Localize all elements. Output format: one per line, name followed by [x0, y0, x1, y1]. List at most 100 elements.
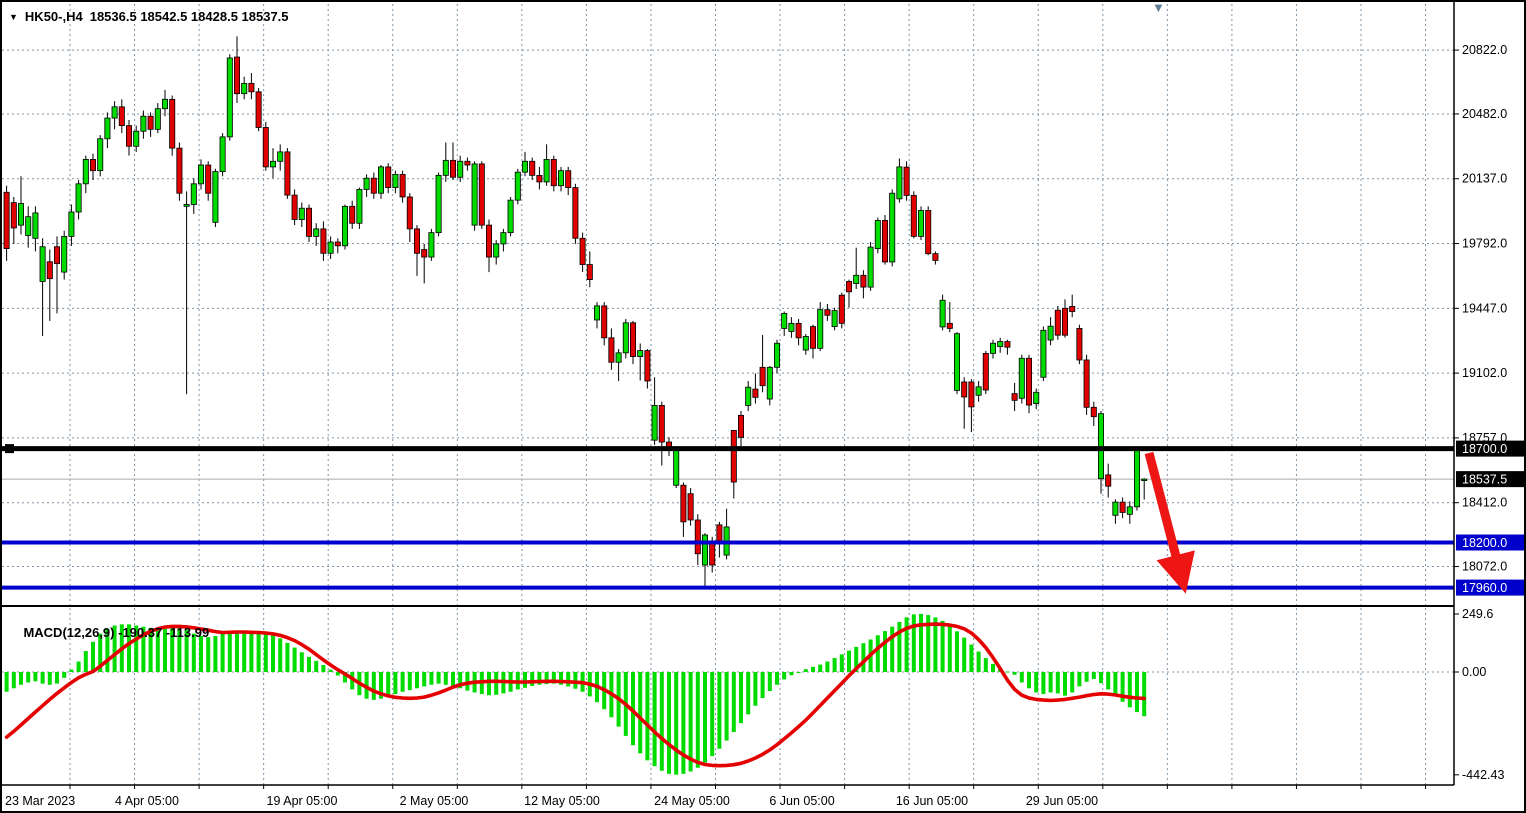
macd-histogram-bar — [897, 622, 902, 672]
macd-histogram-bar — [544, 672, 549, 685]
price-level-badge: 18200.0 — [1462, 536, 1507, 550]
candle-body — [1076, 328, 1083, 361]
current-price-badge-bg — [1456, 471, 1524, 488]
candle-body — [738, 414, 745, 438]
candle-body — [25, 216, 32, 236]
macd-histogram-bar — [443, 672, 448, 685]
candle-body — [392, 174, 399, 188]
macd-histogram-bar — [1048, 672, 1053, 693]
macd-histogram-bar — [127, 624, 131, 672]
candle-body — [673, 448, 680, 486]
price-level-badge: 17960.0 — [1462, 581, 1507, 595]
macd-histogram-bar — [1077, 672, 1082, 687]
macd-histogram-bar — [163, 629, 167, 672]
macd-histogram-bar — [933, 617, 938, 672]
candle-body — [507, 199, 514, 234]
price-level-badge: 18700.0 — [1462, 442, 1507, 456]
candle-body — [853, 274, 860, 284]
symbol-dropdown-icon[interactable]: ▼ — [9, 12, 18, 22]
macd-histogram-bar — [883, 631, 887, 672]
candle-body — [442, 159, 449, 176]
candle-body — [745, 386, 752, 406]
macd-histogram-bar — [1055, 672, 1060, 694]
macd-histogram-bar — [969, 644, 974, 672]
macd-histogram-bar — [551, 672, 556, 684]
macd-histogram-bar — [91, 641, 95, 672]
candle-body — [644, 350, 651, 382]
macd-histogram-bar — [263, 633, 268, 672]
candle-body — [291, 194, 298, 220]
time-axis-label: 24 May 05:00 — [654, 794, 730, 808]
macd-histogram-bar — [26, 672, 31, 683]
line-drag-handle[interactable] — [5, 444, 14, 454]
macd-histogram-bar — [328, 669, 333, 672]
macd-histogram-bar — [69, 669, 74, 672]
chart-shift-marker-icon[interactable]: ▼ — [1152, 0, 1165, 15]
candle-body — [269, 160, 276, 168]
macd-histogram-bar — [1084, 672, 1089, 682]
candle-body — [867, 246, 874, 288]
macd-histogram-bar — [314, 660, 319, 672]
candle-body — [1040, 329, 1047, 378]
candle-body — [413, 228, 420, 254]
macd-histogram-bar — [249, 631, 254, 672]
macd-axis-label: 0.00 — [1462, 665, 1486, 679]
candle-body — [939, 299, 946, 328]
macd-histogram-bar — [76, 661, 81, 672]
candle-body — [118, 106, 125, 126]
macd-histogram-bar — [1120, 672, 1125, 702]
price-axis-label: 20137.0 — [1462, 172, 1507, 186]
candle-body — [1083, 359, 1090, 408]
candle-body — [205, 164, 212, 194]
candle-body — [457, 160, 464, 178]
quote-ohlc-values: 18536.5 18542.5 18428.5 18537.5 — [89, 9, 289, 24]
candle-body — [572, 187, 579, 239]
trend-arrow[interactable] — [1144, 451, 1195, 594]
candle-body — [1018, 357, 1025, 399]
candle-body — [54, 246, 61, 265]
macd-values: -190.37 -113.99 — [118, 625, 210, 640]
macd-histogram-bar — [494, 672, 499, 695]
candle-body — [161, 98, 168, 110]
candle-body — [183, 204, 190, 207]
macd-histogram-bar — [40, 672, 45, 684]
macd-histogram-bar — [1005, 671, 1010, 673]
macd-histogram-bar — [674, 672, 679, 775]
candle-body — [997, 341, 1004, 348]
time-axis-label: 16 Jun 05:00 — [896, 794, 968, 808]
macd-histogram-bar — [19, 672, 23, 685]
macd-histogram-bar — [659, 672, 664, 771]
macd-histogram-bar — [645, 672, 650, 761]
macd-histogram-bar — [148, 627, 153, 672]
candle-body — [219, 136, 226, 173]
candle-body — [197, 164, 204, 185]
macd-histogram-bar — [350, 672, 355, 690]
candle-body — [558, 170, 565, 187]
candle-body — [1134, 450, 1141, 508]
time-axis-label: 4 Apr 05:00 — [115, 794, 179, 808]
candle-body — [1105, 474, 1112, 487]
candle-body — [277, 151, 284, 162]
candle-body — [1054, 309, 1061, 336]
candle-body — [140, 115, 147, 132]
macd-histogram-bar — [407, 672, 412, 691]
candle-body — [313, 228, 320, 237]
candle-body — [1026, 357, 1033, 406]
candle-body — [126, 125, 133, 147]
candle-body — [341, 205, 348, 247]
macd-histogram-bar — [1127, 672, 1132, 708]
candle-body — [133, 130, 140, 147]
candle-body — [982, 352, 989, 391]
candle-body — [730, 429, 737, 483]
macd-histogram-bar — [1019, 672, 1024, 683]
macd-histogram-bar — [83, 651, 88, 672]
macd-histogram-bar — [976, 651, 981, 672]
candle-body — [262, 127, 269, 168]
candle-body — [1112, 501, 1119, 516]
macd-histogram-bar — [825, 661, 830, 672]
candle-body — [241, 82, 248, 95]
candle-body — [968, 381, 975, 408]
symbol-timeframe-label: HK50-,H4 — [24, 9, 83, 24]
candle-body — [1069, 306, 1076, 312]
